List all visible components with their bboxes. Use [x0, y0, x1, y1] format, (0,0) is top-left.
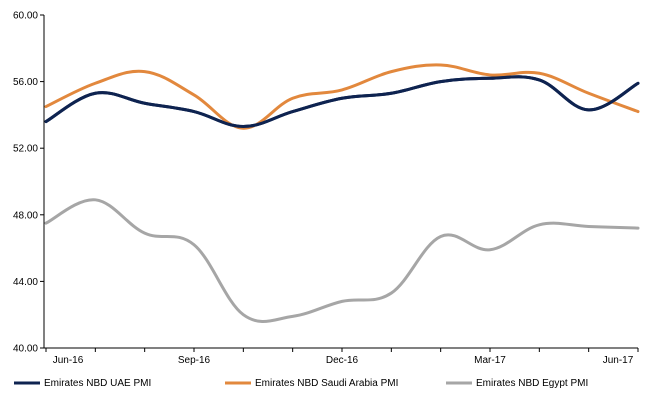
legend-item-saudi-arabia: Emirates NBD Saudi Arabia PMI — [225, 378, 398, 389]
y-tick-label: 56.00 — [13, 77, 38, 88]
x-axis-tick-labels: Jun-16 Sep-16 Dec-16 Mar-17 Jun-17 — [53, 355, 634, 366]
series-lines — [44, 63, 640, 324]
legend-item-egypt: Emirates NBD Egypt PMI — [446, 378, 588, 389]
egypt-pmi-line — [44, 198, 640, 324]
x-tick-label: Dec-16 — [326, 355, 359, 366]
legend-item-uae: Emirates NBD UAE PMI — [14, 378, 151, 389]
legend-label: Emirates NBD UAE PMI — [44, 378, 151, 389]
y-tick-label: 48.00 — [13, 210, 38, 221]
legend-label: Emirates NBD Egypt PMI — [476, 378, 588, 389]
x-tick-label: Mar-17 — [474, 355, 506, 366]
y-axis-tick-labels: 40.00 44.00 48.00 52.00 56.00 60.00 — [13, 11, 38, 355]
legend: Emirates NBD UAE PMI Emirates NBD Saudi A… — [14, 378, 588, 389]
y-tick-label: 60.00 — [13, 11, 38, 22]
x-tick-label: Jun-16 — [53, 355, 84, 366]
y-tick-label: 44.00 — [13, 277, 38, 288]
legend-label: Emirates NBD Saudi Arabia PMI — [255, 378, 398, 389]
axes — [40, 14, 639, 352]
x-tick-label: Jun-17 — [603, 355, 634, 366]
x-tick-label: Sep-16 — [178, 355, 211, 366]
saudi-arabia-pmi-line — [44, 63, 640, 130]
y-tick-label: 40.00 — [13, 344, 38, 355]
uae-pmi-line-overlay — [44, 75, 640, 129]
y-tick-label: 52.00 — [13, 144, 38, 155]
